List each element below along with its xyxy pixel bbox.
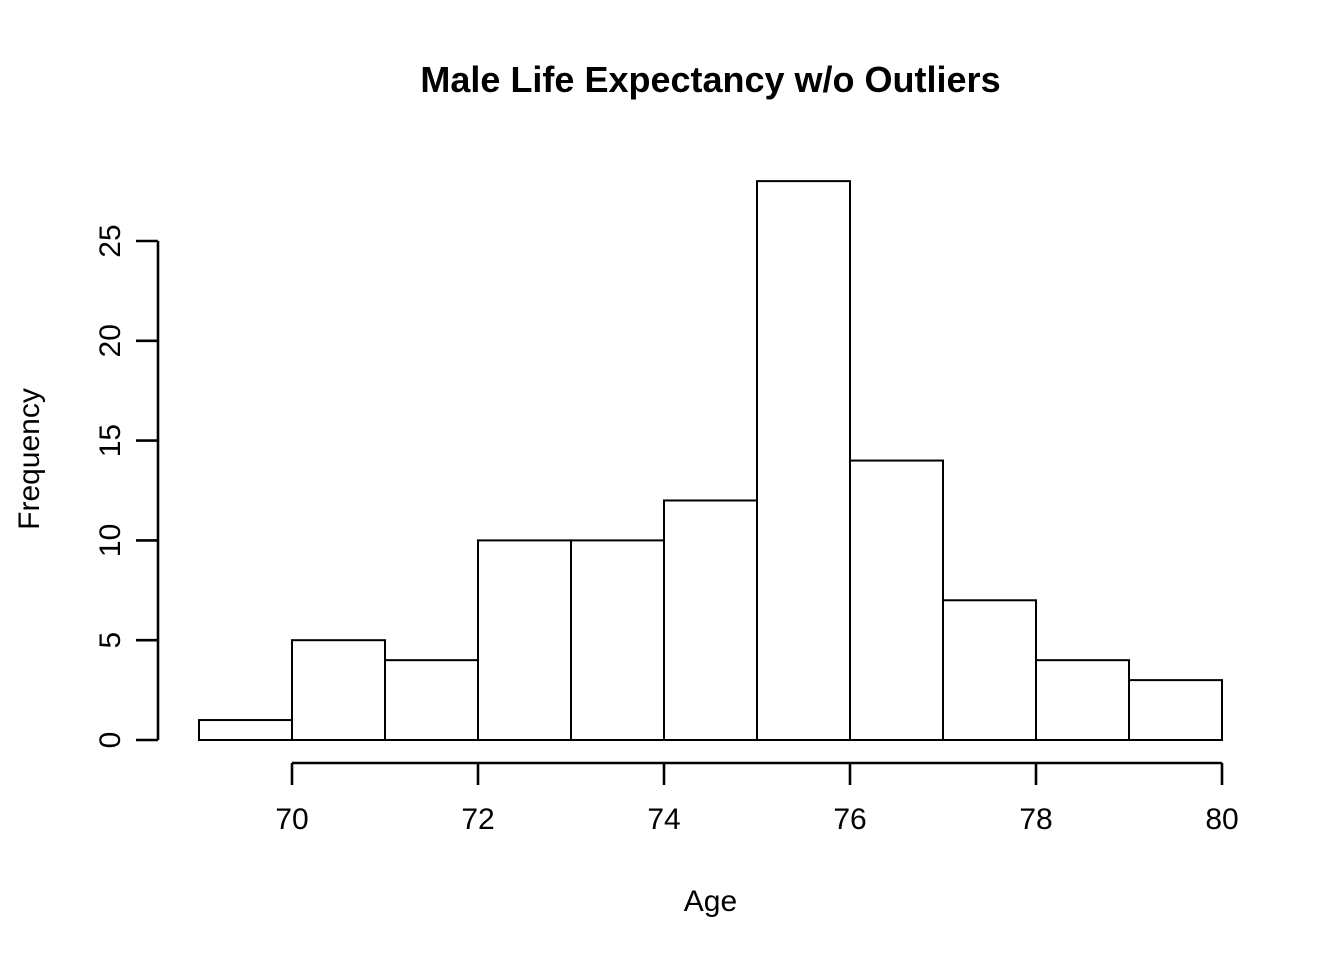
y-tick-label: 5 — [94, 632, 127, 649]
histogram-bar — [198, 719, 293, 741]
histogram-bar — [663, 499, 758, 742]
y-axis-label: Frequency — [13, 388, 46, 530]
histogram-bar — [756, 180, 851, 741]
x-tick-label: 78 — [1019, 803, 1052, 836]
chart-title: Male Life Expectancy w/o Outliers — [420, 59, 1001, 100]
x-tick-label: 76 — [833, 803, 866, 836]
histogram-bar — [849, 459, 944, 741]
x-tick-label: 70 — [275, 803, 308, 836]
histogram-bar — [291, 639, 386, 742]
y-tick-label: 15 — [94, 424, 127, 457]
histogram-bar — [477, 539, 572, 742]
y-tick-label: 20 — [94, 324, 127, 357]
histogram-bar — [570, 539, 665, 742]
y-tick-label: 10 — [94, 524, 127, 557]
y-tick-label: 0 — [94, 732, 127, 749]
histogram-bar — [942, 599, 1037, 742]
x-tick-label: 80 — [1205, 803, 1238, 836]
histogram-bar — [384, 659, 479, 741]
x-tick-label: 72 — [461, 803, 494, 836]
histogram-bar — [1128, 679, 1223, 741]
x-tick-label: 74 — [647, 803, 680, 836]
histogram-bar — [1035, 659, 1130, 741]
x-axis-label: Age — [683, 885, 738, 918]
y-tick-label: 25 — [94, 224, 127, 257]
